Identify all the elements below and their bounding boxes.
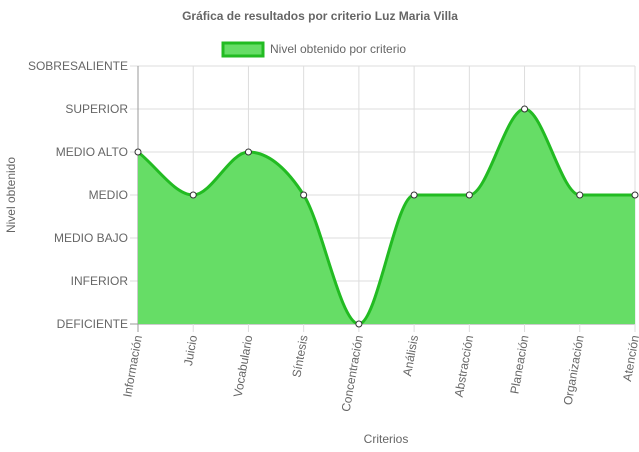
data-point [521,105,529,113]
x-tick-label: Abstracción [452,334,477,398]
y-tick-label: SUPERIOR [65,102,128,116]
data-points [134,105,639,328]
x-tick-label: Juicio [181,334,200,367]
y-axis-label: Nivel obtenido [4,157,18,233]
chart-title: Gráfica de resultados por criterio Luz M… [182,9,458,23]
legend-swatch [221,41,265,58]
legend[interactable]: Nivel obtenido por criterio [221,41,406,58]
data-point [465,191,473,199]
series-area [137,107,635,326]
data-point [410,191,418,199]
x-tick-label: Atención [620,334,639,382]
y-tick-label: INFERIOR [71,274,129,288]
x-tick-label: Organización [561,334,587,406]
y-tick-labels: DEFICIENTE INFERIOR MEDIO BAJO MEDIO MEDIO A… [28,59,128,331]
x-tick-label: Planeación [507,334,531,395]
data-point [300,191,308,199]
data-point [355,320,363,328]
x-tick-label: Análisis [400,334,421,377]
x-tick-label: Síntesis [289,334,310,378]
data-point [134,148,142,156]
x-axis-label: Criterios [364,432,409,446]
x-tick-label: Vocabulario [231,334,256,399]
series-line [137,107,635,326]
data-point [189,191,197,199]
y-tick-label: MEDIO ALTO [56,145,128,159]
data-point [631,191,639,199]
y-tick-label: DEFICIENTE [57,317,128,331]
legend-label: Nivel obtenido por criterio [270,42,406,56]
data-point [576,191,584,199]
x-tick-label: Información [120,334,145,398]
data-point [244,148,252,156]
x-tick-labels: Información Juicio Vocabulario Síntesis Conc… [120,334,639,413]
y-tick-label: MEDIO [89,188,128,202]
series-area-fill [138,109,635,324]
y-tick-label: MEDIO BAJO [54,231,128,245]
y-tick-label: SOBRESALIENTE [28,59,128,73]
x-tick-label: Concentración [339,334,366,413]
